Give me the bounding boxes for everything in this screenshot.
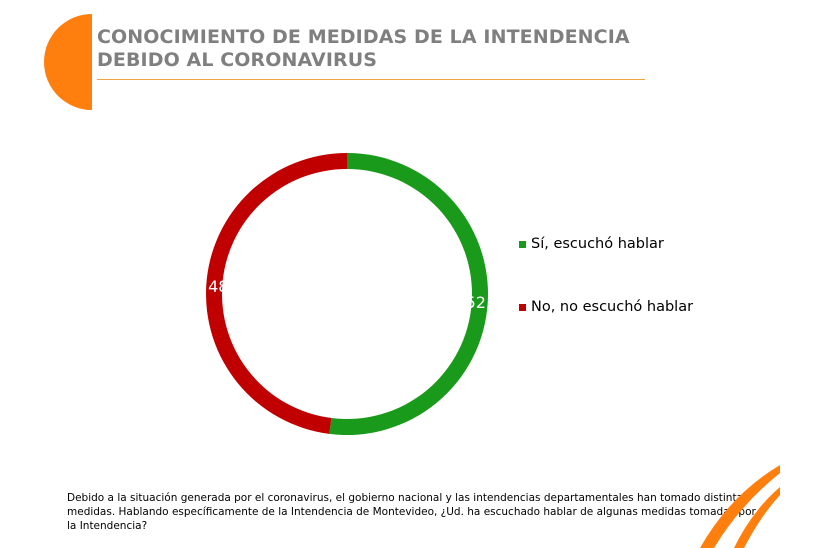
donut-data-label-1: 48: [208, 277, 228, 296]
legend-item-no: No, no escuchó hablar: [519, 298, 699, 317]
donut-slice-0: [329, 153, 488, 435]
page-title: CONOCIMIENTO DE MEDIDAS DE LA INTENDENCI…: [97, 26, 630, 71]
donut-data-label-0: 52: [466, 293, 486, 312]
legend-label-no: No, no escuchó hablar: [531, 299, 694, 315]
orange-stripes-decoration: [700, 465, 780, 548]
legend-label-si: Sí, escuchó hablar: [531, 236, 664, 252]
title-underline: [97, 79, 645, 80]
donut-slice-1: [205, 153, 347, 434]
legend-item-si: Sí, escuchó hablar: [519, 235, 699, 254]
orange-half-circle-decoration: [44, 14, 92, 110]
chart-legend: Sí, escuchó hablar No, no escuchó hablar: [519, 235, 699, 317]
legend-swatch-no: [519, 304, 526, 311]
legend-swatch-si: [519, 241, 526, 248]
question-footnote: Debido a la situación generada por el co…: [67, 492, 756, 532]
